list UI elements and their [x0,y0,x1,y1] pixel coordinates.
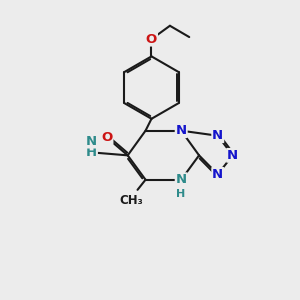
Text: O: O [101,131,112,144]
Text: O: O [146,33,157,46]
Text: H: H [86,146,97,159]
Text: N: N [212,168,223,181]
Text: N: N [227,149,238,162]
Text: N: N [212,129,223,142]
Text: N: N [176,124,187,137]
Text: CH₃: CH₃ [120,194,143,207]
Text: N: N [176,173,187,186]
Text: N: N [85,135,96,148]
Text: H: H [176,189,185,199]
